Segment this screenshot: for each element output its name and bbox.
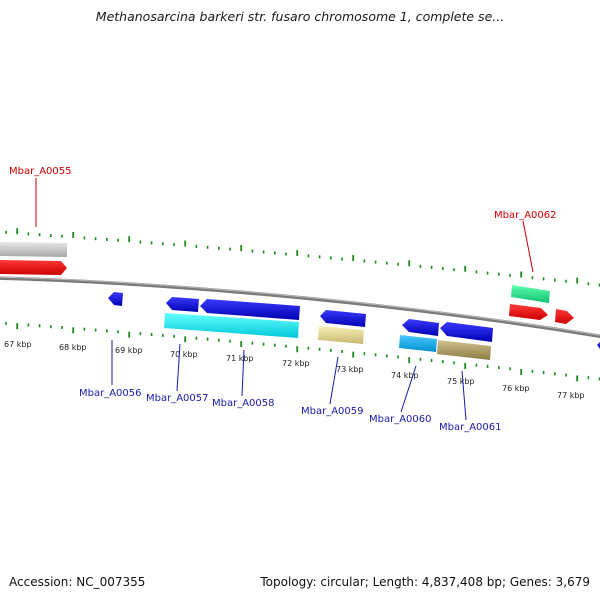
kbp-label: 75 kbp bbox=[447, 377, 475, 386]
ruler-labels: 67 kbp 68 kbp 69 kbp 70 kbp 71 kbp 72 kb… bbox=[4, 340, 585, 400]
gene-arrow-mbar-a0060[interactable] bbox=[402, 319, 439, 336]
gene-label-mbar-a0057[interactable]: Mbar_A0057 bbox=[146, 393, 209, 404]
label-leaders bbox=[35, 178, 534, 421]
feature-sky[interactable] bbox=[399, 335, 437, 352]
map-title: Methanosarcina barkeri str. fusaro chrom… bbox=[95, 9, 505, 24]
gene-labels: Mbar_A0055 Mbar_A0062 Mbar_A0056 Mbar_A0… bbox=[9, 166, 557, 433]
gene-arrow-mbar-a0056[interactable] bbox=[108, 292, 123, 306]
feature-gray[interactable] bbox=[0, 242, 67, 257]
feature-khaki[interactable] bbox=[318, 326, 364, 344]
gene-arrow-mbar-a0059[interactable] bbox=[320, 310, 366, 327]
forward-features bbox=[0, 242, 574, 324]
gene-label-mbar-a0058[interactable]: Mbar_A0058 bbox=[212, 398, 275, 409]
kbp-label: 68 kbp bbox=[59, 343, 87, 352]
genome-backbone bbox=[0, 276, 600, 338]
gene-arrow-red-small[interactable] bbox=[555, 309, 574, 324]
gene-arrow-mbar-a0058[interactable] bbox=[200, 299, 300, 320]
gene-arrow-mbar-a0055[interactable] bbox=[0, 260, 67, 275]
gene-arrow-mbar-a0061[interactable] bbox=[440, 322, 493, 342]
feature-cyan[interactable] bbox=[164, 313, 299, 338]
kbp-label: 67 kbp bbox=[4, 340, 32, 349]
gene-arrow-mbar-a0062[interactable] bbox=[509, 304, 548, 320]
kbp-label: 73 kbp bbox=[336, 365, 364, 374]
kbp-label: 77 kbp bbox=[557, 391, 585, 400]
accession-text: Accession: NC_007355 bbox=[9, 575, 146, 589]
reverse-features bbox=[108, 292, 600, 360]
gene-label-mbar-a0055[interactable]: Mbar_A0055 bbox=[9, 166, 72, 177]
gene-label-mbar-a0056[interactable]: Mbar_A0056 bbox=[79, 388, 142, 399]
kbp-label: 76 kbp bbox=[502, 384, 530, 393]
feature-green[interactable] bbox=[511, 285, 550, 303]
ruler-ticks-forward bbox=[5, 228, 600, 287]
genome-summary-text: Topology: circular; Length: 4,837,408 bp… bbox=[260, 575, 590, 589]
gene-arrow-offscreen[interactable] bbox=[597, 339, 600, 353]
gene-label-mbar-a0062[interactable]: Mbar_A0062 bbox=[494, 210, 557, 221]
gene-label-mbar-a0061[interactable]: Mbar_A0061 bbox=[439, 422, 502, 433]
gene-label-mbar-a0060[interactable]: Mbar_A0060 bbox=[369, 414, 432, 425]
feature-olive[interactable] bbox=[437, 340, 491, 360]
kbp-label: 72 kbp bbox=[282, 359, 310, 368]
gene-arrow-mbar-a0057[interactable] bbox=[166, 297, 199, 312]
ruler-ticks-reverse bbox=[5, 321, 600, 382]
kbp-label: 69 kbp bbox=[115, 346, 143, 355]
kbp-label: 70 kbp bbox=[170, 350, 198, 359]
kbp-label: 71 kbp bbox=[226, 354, 254, 363]
gene-label-mbar-a0059[interactable]: Mbar_A0059 bbox=[301, 406, 364, 417]
kbp-label: 74 kbp bbox=[391, 371, 419, 380]
